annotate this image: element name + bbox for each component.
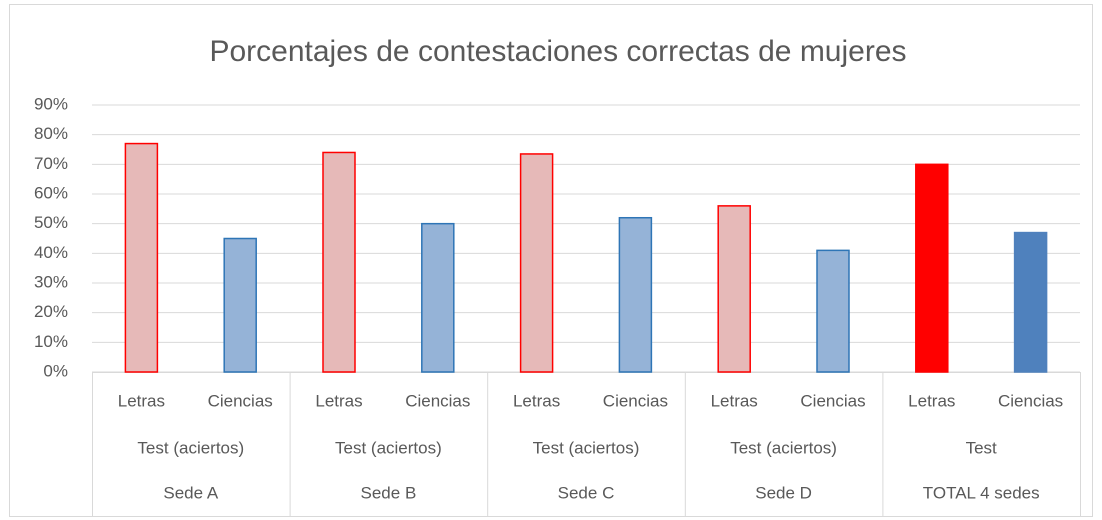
group-label: Sede C (558, 483, 615, 502)
chart-title: Porcentajes de contestaciones correctas … (209, 35, 906, 68)
y-tick-label: 60% (34, 183, 68, 202)
group-label: Sede B (361, 483, 417, 502)
group-label: Sede D (755, 483, 812, 502)
y-tick-label: 80% (34, 124, 68, 143)
x-tick-label: Ciencias (603, 391, 668, 410)
group-label: Test (aciertos) (335, 438, 442, 457)
y-tick-label: 50% (34, 213, 68, 232)
bar (223, 237, 257, 373)
y-tick-label: 40% (34, 243, 68, 262)
y-tick-label: 90% (34, 94, 68, 113)
x-tick-label: Ciencias (405, 391, 470, 410)
group-label: Test (aciertos) (533, 438, 640, 457)
x-tick-label: Letras (118, 391, 165, 410)
bar (421, 222, 455, 373)
bar (1013, 231, 1048, 373)
bar (322, 151, 356, 373)
x-tick-label: Letras (315, 391, 362, 410)
bar (618, 216, 653, 373)
x-tick-label: Ciencias (208, 391, 273, 410)
x-tick-label: Letras (908, 391, 955, 410)
y-tick-label: 30% (34, 272, 68, 291)
bar (915, 163, 949, 373)
y-tick-label: 20% (34, 302, 68, 321)
x-tick-label: Letras (513, 391, 560, 410)
x-tick-label: Ciencias (998, 391, 1063, 410)
bar (124, 142, 159, 373)
x-tick-label: Letras (711, 391, 758, 410)
x-tick-label: Ciencias (800, 391, 865, 410)
bar (519, 153, 554, 373)
group-label: TOTAL 4 sedes (923, 483, 1040, 502)
y-tick-label: 70% (34, 154, 68, 173)
group-label: Test (aciertos) (730, 438, 837, 457)
group-label: Test (966, 438, 997, 457)
bar (717, 205, 751, 373)
group-label: Sede A (163, 483, 218, 502)
group-label: Test (aciertos) (137, 438, 244, 457)
bar (816, 249, 850, 373)
y-tick-label: 10% (34, 332, 68, 351)
y-tick-label: 0% (43, 361, 68, 380)
